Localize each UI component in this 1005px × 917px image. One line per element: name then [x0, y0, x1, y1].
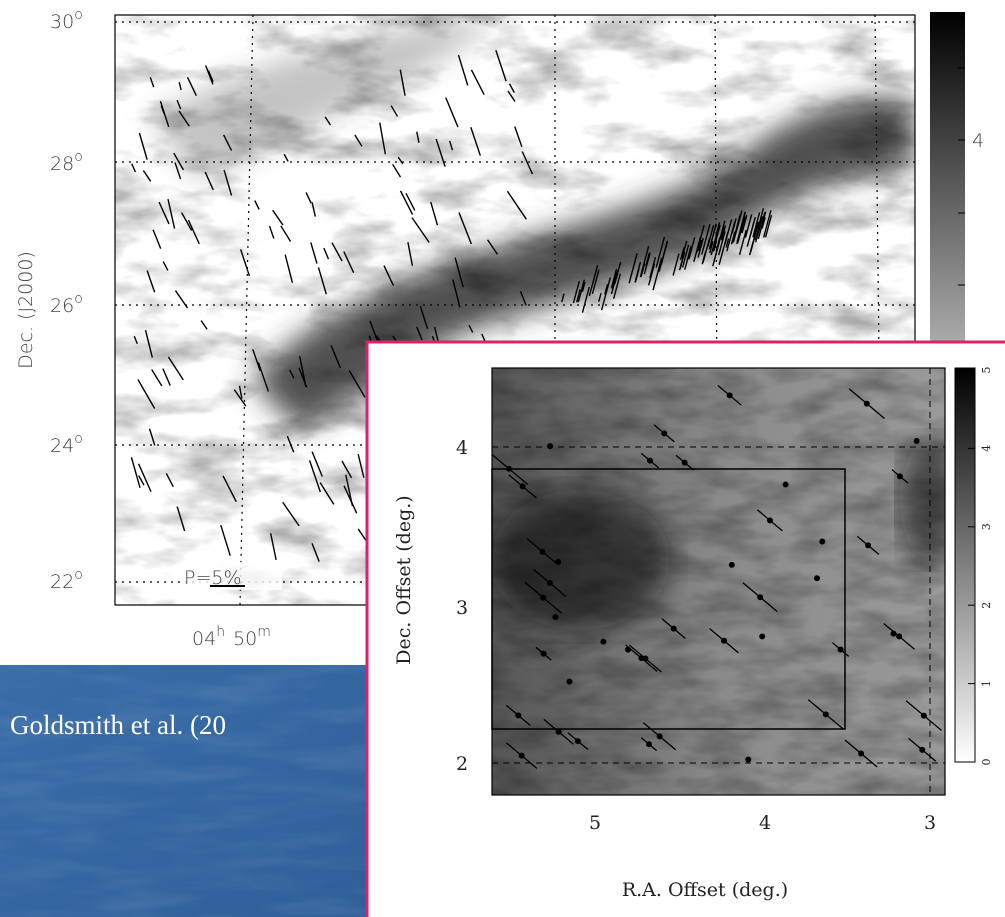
- star: [896, 633, 902, 639]
- caption: Goldsmith et al. (20: [10, 710, 226, 740]
- colorbar: [955, 368, 975, 762]
- star: [661, 430, 667, 436]
- star: [767, 517, 773, 523]
- star: [727, 392, 733, 398]
- star: [823, 711, 829, 717]
- y-axis-title: Dec. Offset (deg.): [393, 495, 415, 664]
- star: [520, 483, 526, 489]
- inset-panel: 4 3 2 5 4 3 R.A. Offset (deg.) Dec. Offs…: [367, 342, 1005, 917]
- slide: Goldsmith et al. (20 30o 28o 26o 24o 22o…: [0, 0, 1005, 917]
- star: [921, 713, 927, 719]
- star: [783, 482, 789, 488]
- y-tick-label: 2: [456, 753, 468, 775]
- star: [914, 438, 920, 444]
- y-tick-label: 26o: [50, 291, 83, 317]
- star: [600, 639, 606, 645]
- colorbar-label: 0: [980, 759, 993, 766]
- star: [566, 679, 572, 685]
- y-tick-label: 3: [456, 597, 468, 619]
- y-tick-label: 24o: [50, 431, 83, 457]
- star: [541, 651, 547, 657]
- star: [547, 443, 553, 449]
- x-tick-label: 5: [589, 812, 601, 834]
- x-axis-title: R.A. Offset (deg.): [622, 879, 788, 901]
- colorbar-label: 5: [980, 367, 993, 374]
- star: [729, 562, 735, 568]
- colorbar-label: 2: [980, 602, 993, 609]
- star: [759, 633, 765, 639]
- star: [858, 751, 864, 757]
- star: [819, 539, 825, 545]
- star: [897, 473, 903, 479]
- x-tick-label: 4: [759, 812, 771, 834]
- y-tick-label: 22o: [50, 567, 83, 593]
- colorbar-label: 4: [972, 130, 984, 152]
- colorbar: [930, 12, 965, 342]
- star: [646, 741, 652, 747]
- star: [657, 733, 663, 739]
- colorbar-label: 4: [980, 445, 993, 452]
- star: [864, 401, 870, 407]
- star: [638, 655, 644, 661]
- star: [814, 575, 820, 581]
- star: [838, 647, 844, 653]
- star: [540, 549, 546, 555]
- star: [721, 638, 727, 644]
- colorbar-label: 1: [980, 680, 993, 687]
- y-tick-label: 30o: [50, 7, 83, 33]
- y-tick-label: 28o: [50, 149, 83, 175]
- star: [540, 595, 546, 601]
- y-axis-title: Dec. (J2000): [15, 251, 37, 369]
- star: [682, 460, 688, 466]
- star: [865, 542, 871, 548]
- star: [647, 458, 653, 464]
- x-tick-label: 3: [924, 812, 936, 834]
- star: [671, 626, 677, 632]
- star: [552, 614, 558, 620]
- y-tick-label: 4: [456, 437, 468, 459]
- star: [547, 580, 553, 586]
- background-texture: [0, 665, 367, 917]
- star: [515, 712, 521, 718]
- star: [745, 756, 751, 762]
- star: [519, 753, 525, 759]
- star: [757, 594, 763, 600]
- star: [575, 738, 581, 744]
- colorbar-label: 3: [980, 523, 993, 530]
- star: [919, 747, 925, 753]
